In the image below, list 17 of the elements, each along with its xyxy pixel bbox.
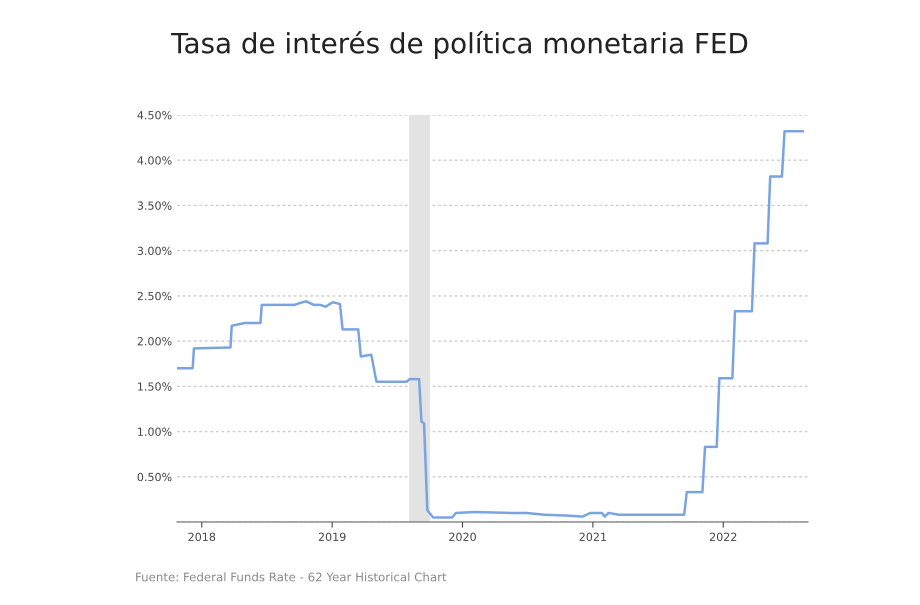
x-tick-label: 2022 [710,532,736,542]
y-tick-label: 2.50% [138,292,172,300]
line-series [177,130,804,519]
x-tick-label: 2018 [188,532,216,542]
y-tick-label: 1.50% [138,382,172,391]
y-tick-label: 2.00% [138,337,172,346]
y-tick-label: 3.50% [138,201,172,210]
y-tick-label: 3.00% [138,246,172,256]
y-tick-label: 4.00% [137,156,172,165]
y-tick-label: 4.50% [137,110,172,120]
chart-title: Tasa de interés de política monetaria FED [171,31,748,59]
x-tick-label: 2020 [449,532,476,542]
y-tick-label: 1.00% [138,428,172,436]
x-tick-label: 2019 [318,532,346,542]
y-tick-label: 0.50% [138,472,172,482]
x-tick-label: 2021 [580,532,606,542]
source-note: Fuente: Federal Funds Rate - 62 Year Historical Chart [136,572,446,582]
